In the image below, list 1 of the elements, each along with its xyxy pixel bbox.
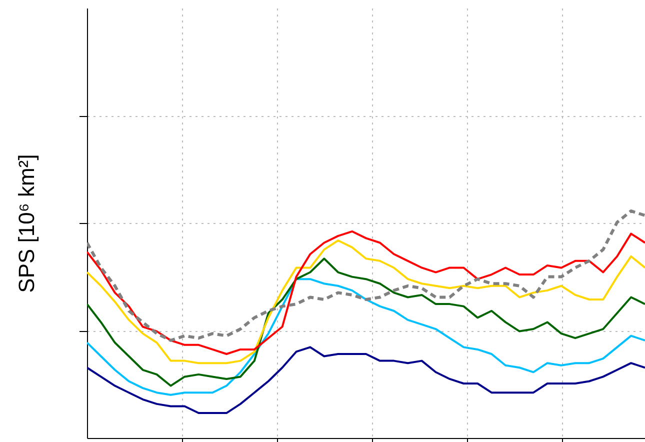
y-axis-title: SPS [10⁶ km²] bbox=[14, 154, 39, 293]
